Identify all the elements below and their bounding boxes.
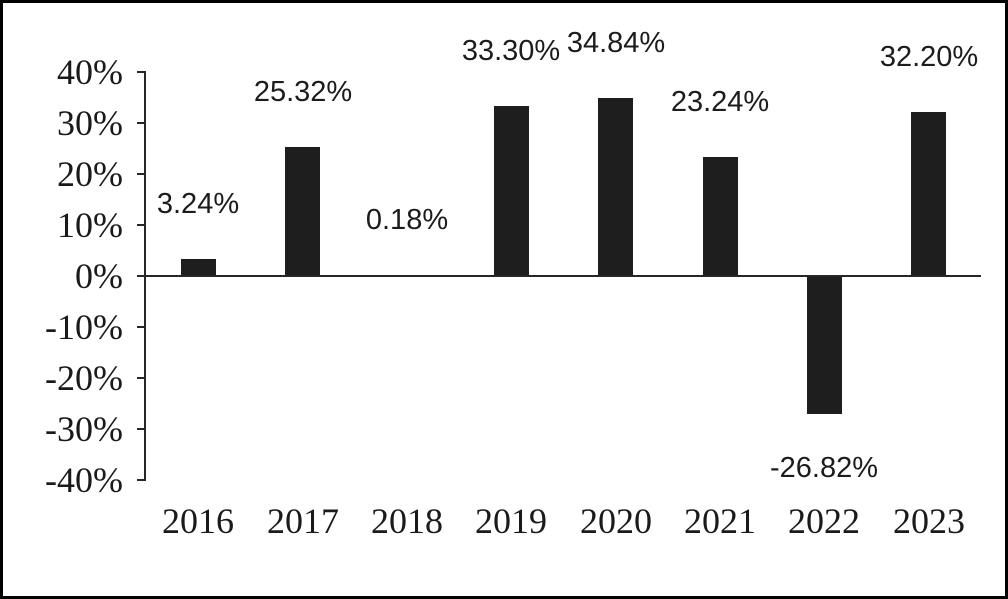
x-tick-label: 2016 [162, 501, 234, 541]
y-tick-label: -30% [45, 409, 123, 449]
bar-value-label: 33.30% [461, 35, 561, 67]
bar [807, 277, 842, 414]
x-tick-label: 2018 [371, 501, 443, 541]
y-tick-mark [137, 326, 146, 328]
x-tick-label: 2021 [684, 501, 756, 541]
y-tick-label: 40% [57, 52, 123, 92]
x-tick-label: 2022 [788, 501, 860, 541]
y-tick-mark [137, 122, 146, 124]
bar-value-label: 34.84% [566, 27, 666, 59]
x-tick-label: 2020 [580, 501, 652, 541]
y-tick-mark [137, 71, 146, 73]
bar [703, 157, 738, 276]
y-tick-label: 10% [57, 205, 123, 245]
x-tick-label: 2019 [475, 501, 547, 541]
bar [598, 98, 633, 276]
bar [911, 112, 946, 276]
y-tick-label: 30% [57, 103, 123, 143]
y-tick-label: -10% [45, 307, 123, 347]
bar [285, 147, 320, 276]
y-tick-mark [137, 173, 146, 175]
y-tick-mark [137, 377, 146, 379]
y-tick-mark [137, 428, 146, 430]
bar-value-label: 0.18% [365, 204, 449, 236]
bar [181, 259, 216, 276]
x-tick-label: 2017 [267, 501, 339, 541]
bar [494, 106, 529, 276]
y-tick-label: -40% [45, 460, 123, 500]
x-tick-label: 2023 [893, 501, 965, 541]
bar-value-label: 25.32% [253, 76, 353, 108]
zero-baseline [137, 275, 981, 277]
y-tick-mark [137, 224, 146, 226]
y-tick-label: 0% [75, 256, 123, 296]
y-tick-label: 20% [57, 154, 123, 194]
bar-value-label: 32.20% [879, 41, 979, 73]
y-tick-label: -20% [45, 358, 123, 398]
bar-value-label: 3.24% [156, 188, 240, 220]
y-tick-mark [137, 479, 146, 481]
bar-value-label: -26.82% [769, 452, 878, 484]
bar-value-label: 23.24% [670, 86, 770, 118]
